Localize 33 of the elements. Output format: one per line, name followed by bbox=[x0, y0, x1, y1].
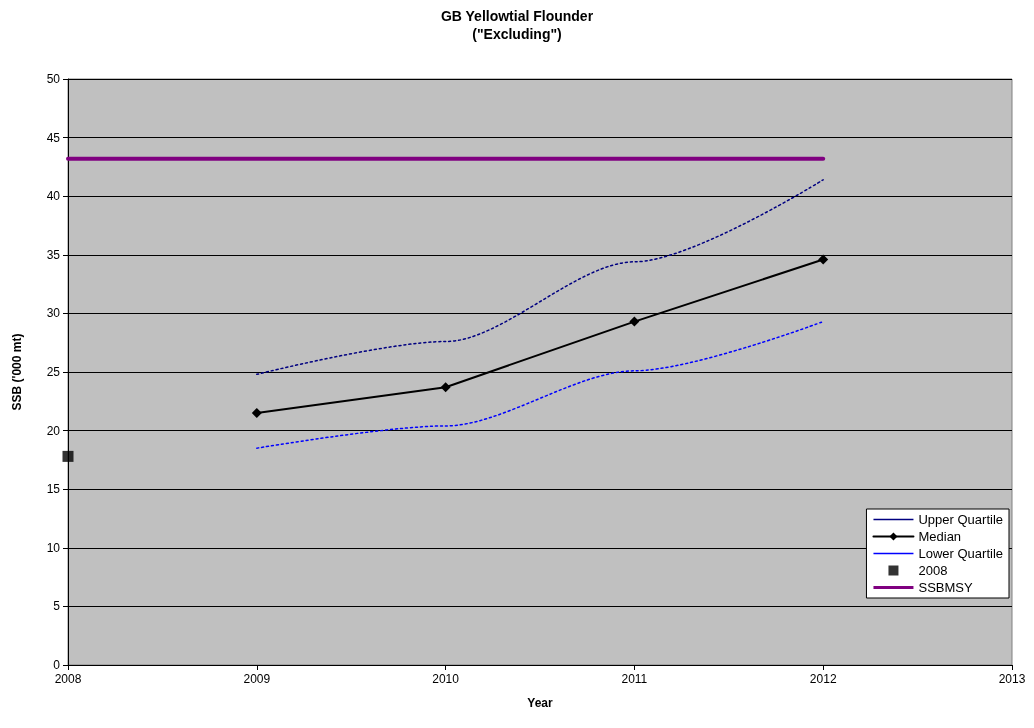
legend-label: Lower Quartile bbox=[918, 546, 1004, 561]
x-tick-label: 2012 bbox=[809, 672, 837, 686]
y-tick-label: 20 bbox=[46, 423, 61, 438]
x-tick-label: 2010 bbox=[432, 672, 460, 686]
line-series bbox=[256, 179, 824, 376]
x-tick-label: 2008 bbox=[54, 672, 82, 686]
y-tick-label: 15 bbox=[46, 482, 61, 497]
legend-label: SSBMSY bbox=[918, 580, 973, 595]
point bbox=[62, 450, 74, 462]
y-tick-label: 45 bbox=[46, 130, 61, 145]
point bbox=[251, 408, 262, 419]
y-tick-label: 30 bbox=[46, 306, 61, 321]
y-tick-label: 50 bbox=[46, 72, 61, 86]
y-tick-label: 40 bbox=[46, 189, 61, 204]
x-tick-label: 2009 bbox=[243, 672, 271, 686]
legend-label: Median bbox=[918, 529, 962, 544]
point bbox=[440, 382, 451, 393]
y-tick-label: 25 bbox=[46, 365, 61, 379]
point bbox=[629, 316, 640, 327]
y-axis-title: SSB ('000 mt) bbox=[10, 333, 24, 411]
point bbox=[818, 254, 829, 265]
x-axis-title: Year bbox=[527, 696, 554, 710]
legend-label: Upper Quartile bbox=[918, 512, 1004, 527]
y-tick-label: 0 bbox=[53, 658, 61, 672]
y-tick-label: 5 bbox=[53, 599, 61, 614]
legend-label: 2008 bbox=[918, 563, 948, 578]
chart-title: GB Yellowtial Flounder bbox=[440, 8, 594, 24]
y-tick-label: 10 bbox=[46, 540, 61, 555]
line-series bbox=[256, 320, 824, 449]
x-tick-label: 2013 bbox=[998, 672, 1026, 686]
x-tick-label: 2011 bbox=[621, 672, 648, 686]
chart-subtitle: ("Excluding") bbox=[472, 26, 562, 42]
y-tick-label: 35 bbox=[46, 247, 61, 262]
